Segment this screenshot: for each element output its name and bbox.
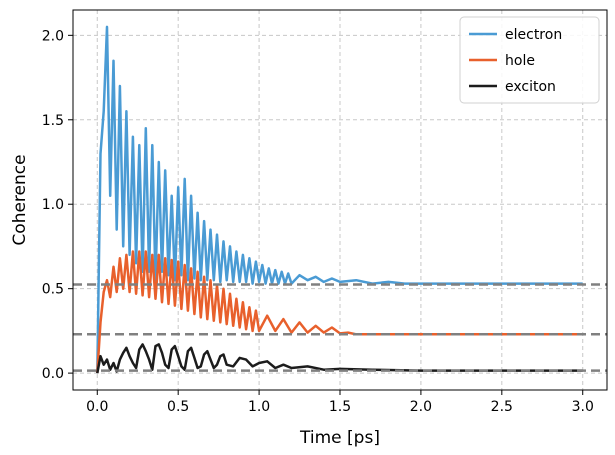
x-tick-label: 0.0 bbox=[86, 399, 108, 415]
series-line-electron bbox=[96, 25, 583, 374]
y-tick-label: 0.5 bbox=[42, 282, 64, 298]
x-tick-label: 2.5 bbox=[491, 399, 513, 415]
legend-label-hole: hole bbox=[505, 53, 535, 69]
x-tick-label: 1.5 bbox=[329, 399, 351, 415]
x-axis-title: Time [ps] bbox=[299, 428, 380, 448]
x-tick-label: 0.5 bbox=[167, 399, 189, 415]
y-tick-label: 2.0 bbox=[42, 28, 64, 44]
legend-label-electron: electron bbox=[505, 27, 562, 43]
legend-label-exciton: exciton bbox=[505, 79, 556, 95]
legend: electron hole exciton bbox=[459, 16, 600, 104]
x-tick-label: 3.0 bbox=[572, 399, 594, 415]
y-tick-label: 0.0 bbox=[42, 366, 64, 382]
x-tick-label: 1.0 bbox=[248, 399, 270, 415]
x-axis: 0.0 0.5 1.0 1.5 2.0 2.5 3.0 bbox=[86, 390, 594, 415]
y-tick-label: 1.5 bbox=[42, 113, 64, 129]
y-axis-title: Coherence bbox=[10, 154, 30, 245]
reference-lines bbox=[73, 283, 607, 372]
series-line-hole bbox=[96, 250, 583, 374]
y-axis: 0.0 0.5 1.0 1.5 2.0 bbox=[42, 28, 73, 382]
series-line-exciton bbox=[96, 343, 583, 374]
legend-box bbox=[459, 16, 600, 104]
series-layer bbox=[96, 25, 583, 374]
x-tick-label: 2.0 bbox=[410, 399, 432, 415]
y-tick-label: 1.0 bbox=[42, 197, 64, 213]
